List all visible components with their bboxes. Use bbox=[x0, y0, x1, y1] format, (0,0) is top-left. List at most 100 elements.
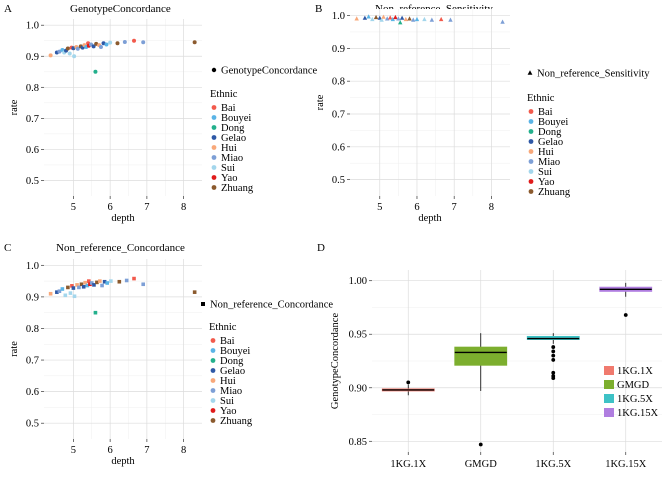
data-point bbox=[132, 276, 136, 281]
legend-item-label: Hui bbox=[538, 147, 554, 158]
plot-area bbox=[350, 9, 510, 196]
x-tick-label: GMGD bbox=[465, 459, 498, 470]
data-point bbox=[192, 40, 197, 45]
x-tick-label: 6 bbox=[108, 202, 113, 213]
data-point bbox=[373, 14, 379, 20]
legend-swatch bbox=[210, 358, 216, 363]
data-point bbox=[411, 17, 416, 22]
panel-label: C bbox=[4, 242, 11, 254]
y-tick-label: 0.90 bbox=[349, 383, 367, 394]
legend-item-label: Sui bbox=[221, 163, 235, 174]
data-point bbox=[141, 282, 146, 287]
legend-swatch bbox=[211, 175, 217, 180]
data-point bbox=[83, 280, 87, 285]
data-point bbox=[100, 283, 104, 288]
legend-item-label: 1KG.15X bbox=[617, 408, 659, 419]
legend-item-label: Zhuang bbox=[538, 187, 571, 198]
x-axis-title: depth bbox=[111, 213, 135, 224]
data-point bbox=[79, 282, 84, 287]
legend-swatch bbox=[210, 418, 216, 423]
legend-item-label: Gelao bbox=[221, 133, 246, 144]
panel-d: D 0.85 0.90 0.95 1.00 1KG.1X GMGD 1KG.5X 1KG.15X… bbox=[317, 242, 662, 470]
legend-title: Ethnic bbox=[210, 89, 238, 100]
data-point bbox=[390, 16, 395, 22]
outlier-point bbox=[551, 370, 556, 375]
legend-item-label: 1KG.1X bbox=[617, 366, 653, 377]
y-tick-label: 1.0 bbox=[332, 11, 345, 22]
legend-swatch bbox=[211, 165, 217, 170]
y-tick-label: 0.6 bbox=[332, 142, 345, 153]
data-point bbox=[362, 15, 368, 20]
data-point bbox=[72, 54, 77, 59]
legend-item-label: Zhuang bbox=[220, 416, 253, 427]
x-tick-label: 8 bbox=[181, 202, 186, 213]
data-point bbox=[448, 17, 453, 22]
panel-title: Non_reference_Concordance bbox=[56, 242, 185, 254]
data-point bbox=[381, 14, 386, 19]
data-point bbox=[93, 69, 98, 74]
legend-swatch bbox=[211, 135, 217, 140]
legend-item-label: Hui bbox=[221, 143, 237, 154]
legend-metric-marker bbox=[201, 302, 205, 306]
data-point bbox=[98, 44, 103, 49]
data-point bbox=[377, 15, 382, 20]
legend-swatch bbox=[528, 109, 534, 114]
y-tick-label: 0.7 bbox=[26, 356, 39, 367]
data-point bbox=[132, 38, 137, 43]
legend-item-label: Bouyei bbox=[220, 346, 250, 357]
legend-item-label: Miao bbox=[538, 157, 560, 168]
legend-item-label: Bai bbox=[220, 336, 235, 347]
panel-title: GenotypeConcordance bbox=[70, 3, 171, 15]
legend-item-label: Zhuang bbox=[221, 183, 254, 194]
x-axis-title: depth bbox=[418, 213, 442, 224]
y-axis-title: rate bbox=[315, 94, 326, 110]
y-tick-label: 0.5 bbox=[26, 419, 39, 430]
outlier-point bbox=[551, 353, 556, 358]
data-point bbox=[75, 283, 79, 287]
y-tick-label: 0.8 bbox=[26, 83, 39, 94]
data-point bbox=[85, 283, 90, 288]
box-1kg-5x bbox=[526, 333, 580, 381]
y-axis-title: rate bbox=[9, 99, 20, 115]
y-tick-label: 0.95 bbox=[349, 330, 367, 341]
data-point bbox=[95, 280, 99, 285]
y-tick-label: 0.9 bbox=[26, 292, 39, 303]
x-tick-label: 7 bbox=[144, 445, 149, 456]
data-point bbox=[60, 287, 65, 291]
legend-swatch bbox=[604, 366, 614, 375]
data-point bbox=[398, 20, 403, 25]
y-tick-label: 0.6 bbox=[26, 387, 39, 398]
legend-swatch bbox=[211, 185, 217, 190]
legend-swatch bbox=[528, 119, 534, 124]
x-tick-label: 6 bbox=[414, 202, 419, 213]
data-point bbox=[438, 16, 444, 22]
data-point bbox=[92, 283, 96, 287]
data-point bbox=[63, 293, 68, 298]
data-point bbox=[55, 290, 59, 294]
legend-item-label: Dong bbox=[221, 123, 245, 134]
data-point bbox=[370, 16, 375, 22]
legend-title: Ethnic bbox=[527, 93, 555, 104]
x-tick-label: 1KG.15X bbox=[605, 459, 647, 470]
x-axis-title: depth bbox=[111, 456, 135, 467]
data-point bbox=[192, 290, 197, 294]
x-tick-label: 8 bbox=[181, 445, 186, 456]
data-point bbox=[71, 286, 76, 290]
legend-item-label: Yao bbox=[220, 406, 236, 417]
data-point bbox=[75, 46, 80, 51]
data-point bbox=[396, 16, 401, 21]
legend-item-label: Hui bbox=[220, 376, 236, 387]
y-tick-label: 0.7 bbox=[26, 114, 39, 125]
y-axis-title: GenotypeConcordance bbox=[330, 313, 341, 410]
panel-label: A bbox=[4, 3, 12, 15]
outlier-point bbox=[623, 313, 628, 317]
legend-swatch bbox=[528, 129, 534, 134]
box-body bbox=[454, 346, 508, 366]
data-point bbox=[102, 279, 107, 284]
legend-swatch bbox=[210, 388, 216, 393]
data-point bbox=[87, 279, 91, 283]
data-point bbox=[104, 42, 109, 47]
legend-item-label: Gelao bbox=[220, 366, 245, 377]
legend-swatch bbox=[604, 408, 614, 417]
